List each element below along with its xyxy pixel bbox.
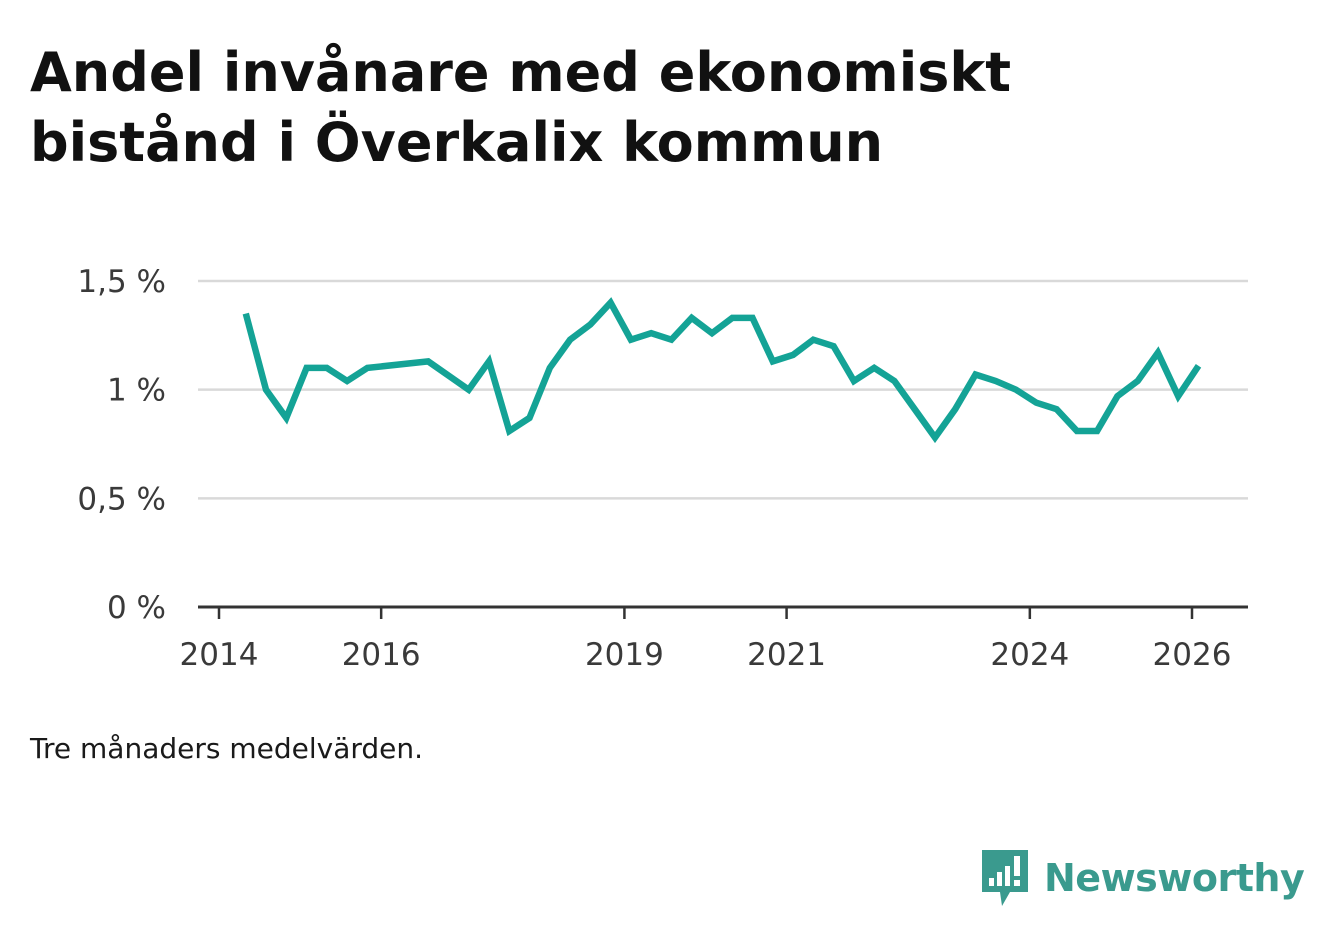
chart-title: Andel invånare med ekonomiskt bistånd i …: [30, 41, 1012, 174]
grid-lines: [198, 279, 1248, 500]
x-tick-label: 2019: [585, 637, 664, 673]
y-tick-label: 1,5 %: [77, 264, 166, 300]
data-series: [242, 297, 1202, 444]
x-axis: 2014 2016 2019 2021 2024 2026: [180, 605, 1248, 673]
x-tick-label: 2021: [747, 637, 826, 673]
y-tick-label: 0,5 %: [77, 481, 166, 517]
brand-name: Newsworthy: [1044, 856, 1305, 900]
chart-caption: Tre månaders medelvärden.: [30, 732, 424, 765]
x-tick-label: 2016: [342, 637, 421, 673]
newsworthy-logo[interactable]: Newsworthy: [980, 848, 1305, 908]
y-tick-label: 0 %: [107, 590, 166, 626]
y-tick-label: 1 %: [107, 373, 166, 409]
x-tick-label: 2024: [990, 637, 1069, 673]
bar-chart-speech-bubble-icon: [982, 850, 1028, 906]
series-line: [242, 297, 1202, 444]
x-tick-label: 2014: [180, 637, 259, 673]
y-axis-labels: 0 % 0,5 % 1 % 1,5 %: [77, 264, 166, 626]
x-tick-label: 2026: [1153, 637, 1232, 673]
line-chart: 0 % 0,5 % 1 % 1,5 % 2014 2016 2019 2021 2024 202…: [77, 264, 1248, 673]
